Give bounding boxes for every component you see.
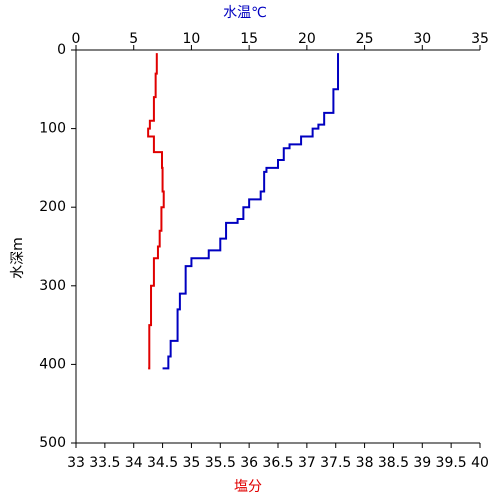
x-tick-label: 39.5 <box>436 455 467 471</box>
x-tick-label: 36 <box>240 455 258 471</box>
x-axis-label: 塩分 <box>234 479 262 495</box>
x2-tick-label: 20 <box>298 31 316 47</box>
x-tick-label: 33 <box>67 455 85 471</box>
y-tick-label: 500 <box>39 435 66 451</box>
x2-tick-label: 35 <box>471 31 489 47</box>
x2-tick-label: 5 <box>129 31 138 47</box>
x-tick-label: 33.5 <box>89 455 120 471</box>
x2-tick-label: 25 <box>356 31 374 47</box>
x-tick-label: 38.5 <box>378 455 409 471</box>
x-tick-label: 39 <box>413 455 431 471</box>
x2-tick-label: 15 <box>240 31 258 47</box>
x2-tick-label: 10 <box>183 31 201 47</box>
profile-line <box>147 53 165 370</box>
x-tick-label: 34.5 <box>147 455 178 471</box>
x-tick-label: 40 <box>471 455 489 471</box>
y-tick-label: 0 <box>57 42 66 58</box>
y-tick-label: 200 <box>39 199 66 215</box>
x-tick-label: 36.5 <box>262 455 293 471</box>
y-tick-label: 400 <box>39 356 66 372</box>
x2-tick-label: 30 <box>413 31 431 47</box>
profile-line <box>162 53 340 370</box>
y-tick-label: 100 <box>39 121 66 137</box>
x-tick-label: 37 <box>298 455 316 471</box>
x-tick-label: 37.5 <box>320 455 351 471</box>
y-tick-label: 300 <box>39 278 66 294</box>
x-tick-label: 35.5 <box>205 455 236 471</box>
x-tick-label: 38 <box>356 455 374 471</box>
x2-tick-label: 0 <box>72 31 81 47</box>
y-axis-label: 水深m <box>10 237 26 279</box>
x2-axis-label: 水温℃ <box>223 5 267 21</box>
x-tick-label: 35 <box>183 455 201 471</box>
x-tick-label: 34 <box>125 455 143 471</box>
